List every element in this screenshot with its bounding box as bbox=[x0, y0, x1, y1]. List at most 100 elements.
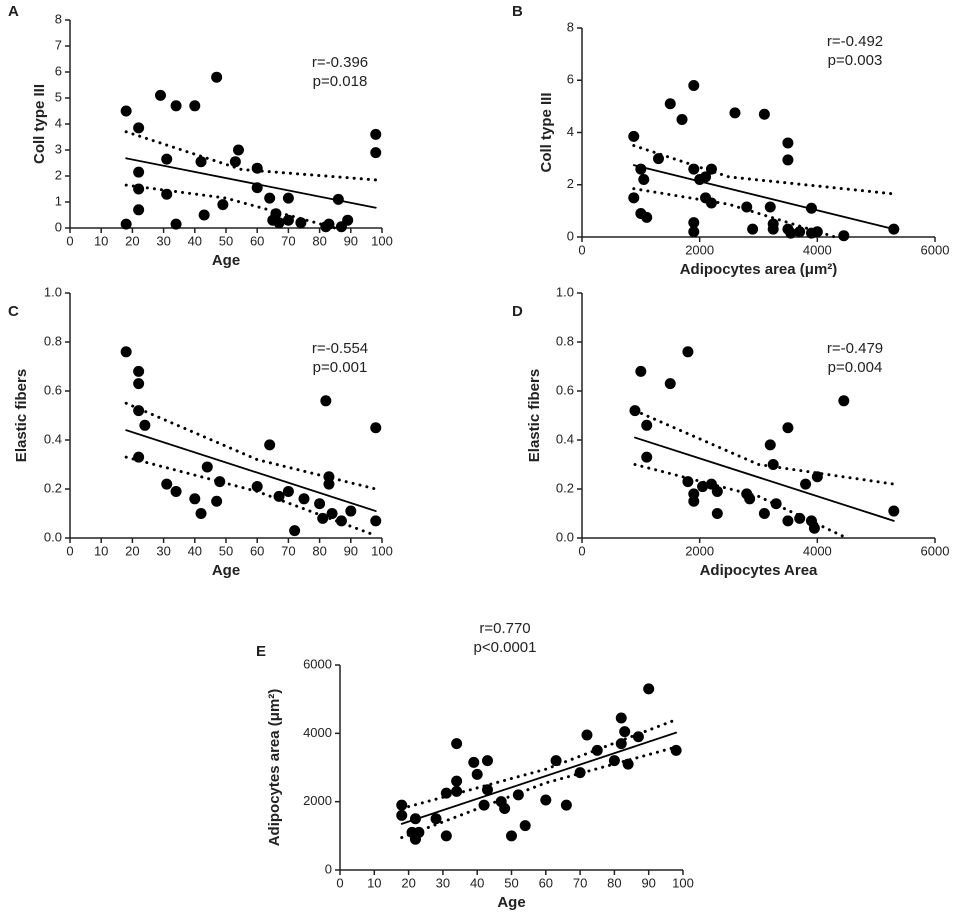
point bbox=[782, 515, 794, 527]
upper-band bbox=[632, 144, 896, 196]
lower-band bbox=[632, 187, 837, 239]
lower-band bbox=[124, 183, 337, 230]
point bbox=[273, 217, 285, 229]
x-tick-label: 6000 bbox=[921, 242, 950, 257]
x-tick-label: 0 bbox=[578, 242, 585, 257]
point bbox=[264, 439, 276, 451]
point bbox=[643, 683, 655, 695]
point bbox=[298, 493, 310, 505]
point bbox=[317, 512, 329, 524]
point bbox=[133, 405, 145, 417]
point bbox=[581, 729, 593, 741]
point bbox=[782, 154, 794, 166]
upper-band bbox=[633, 409, 896, 486]
y-tick-label: 0 bbox=[55, 219, 62, 234]
point bbox=[198, 209, 210, 221]
x-tick-label: 10 bbox=[367, 875, 381, 890]
point bbox=[133, 204, 145, 216]
point bbox=[632, 731, 644, 743]
point bbox=[506, 830, 517, 842]
x-tick-label: 70 bbox=[281, 543, 295, 558]
point bbox=[767, 223, 779, 235]
x-tick-label: 10 bbox=[94, 233, 108, 248]
x-tick-label: 70 bbox=[281, 233, 295, 248]
annotation: p=0.001 bbox=[313, 359, 368, 376]
point bbox=[782, 422, 794, 434]
point bbox=[320, 395, 332, 407]
point bbox=[133, 451, 145, 463]
point bbox=[888, 505, 900, 517]
point bbox=[282, 214, 294, 226]
point bbox=[120, 346, 132, 358]
x-tick-label: 40 bbox=[188, 543, 202, 558]
x-tick-label: 80 bbox=[312, 543, 326, 558]
x-tick-label: 2000 bbox=[685, 242, 714, 257]
y-axis-label: Adipocytes area (μm²) bbox=[266, 689, 283, 847]
y-tick-label: 0.8 bbox=[44, 333, 62, 348]
y-tick-label: 0 bbox=[325, 861, 332, 876]
point bbox=[251, 481, 263, 493]
point bbox=[211, 71, 223, 83]
point bbox=[451, 785, 463, 797]
point bbox=[628, 192, 640, 204]
panel-label: E bbox=[256, 643, 266, 660]
point bbox=[688, 495, 700, 507]
point bbox=[635, 365, 647, 377]
x-tick-label: 80 bbox=[312, 233, 326, 248]
point bbox=[811, 226, 823, 238]
y-tick-label: 2000 bbox=[303, 793, 332, 808]
y-tick-label: 8 bbox=[567, 19, 574, 34]
upper-band bbox=[124, 130, 378, 182]
point bbox=[232, 144, 244, 156]
annotation: p=0.003 bbox=[828, 52, 883, 69]
point bbox=[323, 478, 335, 490]
x-tick-label: 100 bbox=[371, 233, 393, 248]
point bbox=[591, 744, 603, 756]
point bbox=[705, 197, 717, 209]
x-tick-label: 100 bbox=[672, 875, 694, 890]
point bbox=[370, 147, 382, 159]
y-tick-label: 0.6 bbox=[556, 382, 574, 397]
x-tick-label: 50 bbox=[504, 875, 518, 890]
point bbox=[195, 508, 207, 519]
y-tick-label: 0.0 bbox=[44, 529, 62, 544]
point bbox=[326, 508, 338, 519]
point bbox=[688, 79, 700, 91]
point bbox=[758, 508, 770, 519]
point bbox=[800, 478, 812, 490]
x-tick-label: 60 bbox=[250, 543, 264, 558]
x-tick-label: 0 bbox=[336, 875, 343, 890]
point bbox=[729, 107, 741, 119]
point bbox=[295, 217, 307, 229]
x-tick-label: 100 bbox=[371, 543, 393, 558]
point bbox=[323, 218, 335, 230]
point bbox=[396, 799, 408, 811]
y-tick-label: 0.8 bbox=[556, 333, 574, 348]
point bbox=[370, 515, 382, 527]
point bbox=[574, 767, 586, 779]
x-tick-label: 20 bbox=[401, 875, 415, 890]
fit-line bbox=[634, 436, 895, 522]
point bbox=[345, 505, 357, 517]
annotation: r=0.770 bbox=[479, 620, 530, 637]
point bbox=[161, 478, 173, 490]
y-tick-label: 2 bbox=[55, 167, 62, 182]
point bbox=[664, 98, 676, 110]
point bbox=[133, 183, 145, 195]
x-tick-label: 70 bbox=[573, 875, 587, 890]
point bbox=[697, 481, 709, 493]
x-axis-label: Adipocytes Area bbox=[700, 562, 818, 579]
point bbox=[195, 156, 207, 168]
y-tick-label: 8 bbox=[55, 11, 62, 26]
y-tick-label: 3 bbox=[55, 141, 62, 156]
x-tick-label: 50 bbox=[219, 543, 233, 558]
point bbox=[638, 174, 650, 186]
panel-label: C bbox=[8, 303, 19, 320]
x-axis-label: Adipocytes area (μm²) bbox=[680, 261, 838, 278]
x-tick-label: 20 bbox=[125, 543, 139, 558]
panel-label: D bbox=[512, 303, 523, 320]
y-axis-label: Elastic fibers bbox=[526, 369, 543, 462]
point bbox=[161, 188, 173, 200]
annotation: p=0.004 bbox=[828, 359, 883, 376]
